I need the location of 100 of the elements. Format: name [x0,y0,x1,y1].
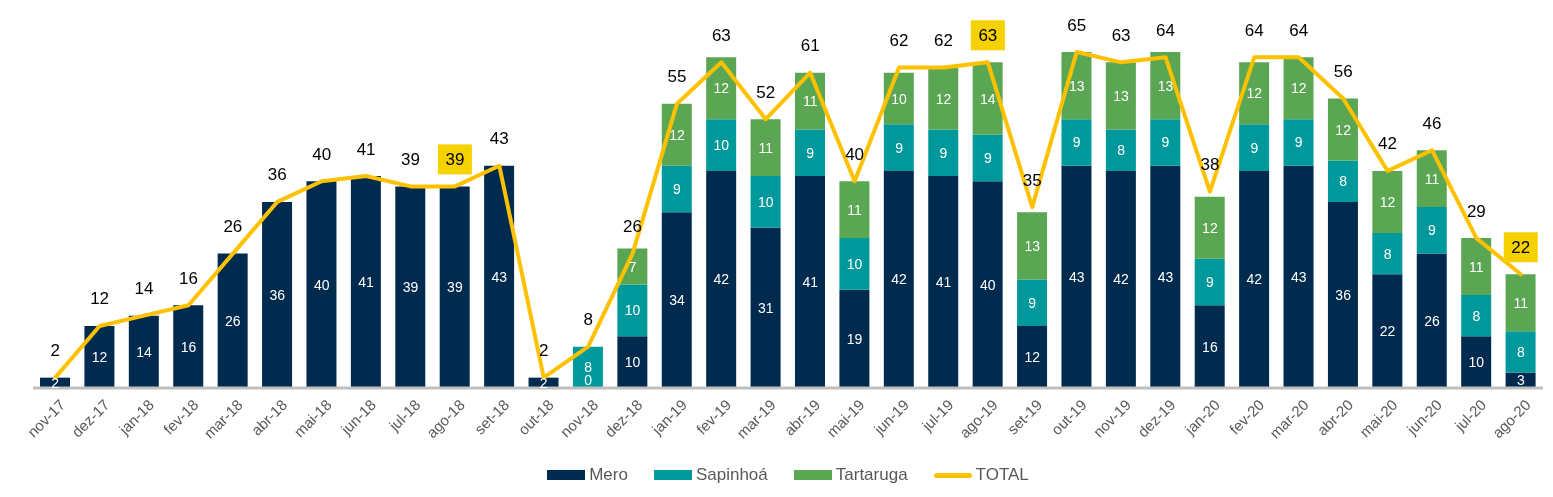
bar [306,181,337,388]
data-label: 26 [1424,312,1440,329]
data-label: 36 [267,165,287,185]
data-label: 13 [1068,77,1085,94]
data-label: 9 [806,144,815,161]
data-label: 8 [1339,173,1348,190]
data-label: 64 [1289,20,1309,40]
bar [1239,124,1270,171]
data-label: 12 [90,289,110,309]
data-label: 2 [50,341,60,361]
bar [1505,274,1536,332]
data-label: 12 [1379,193,1396,210]
bar [839,181,870,239]
bar [1283,57,1314,120]
annotation: 39 [445,149,465,169]
data-label: 42 [1246,271,1263,288]
data-label: 42 [713,271,730,288]
data-label: 12 [669,126,685,143]
data-label: 13 [1024,237,1041,254]
data-label: 39 [402,279,419,296]
data-label: 11 [1513,294,1529,311]
legend-label: Mero [589,465,628,485]
bar [128,315,159,388]
data-label: 40 [980,276,996,293]
bar [217,253,248,388]
data-label: 63 [711,25,731,45]
data-label: 16 [1202,338,1218,355]
bar [839,238,870,290]
data-label: 9 [1294,134,1303,151]
data-label: 10 [1468,354,1485,371]
data-label: 40 [312,144,332,164]
bar [1372,170,1403,233]
data-label: 41 [802,274,819,291]
bar [1239,170,1270,388]
data-label: 64 [1156,20,1175,40]
bar [883,170,914,388]
bar [706,119,737,171]
data-label: 2 [539,374,548,391]
data-label: 7 [628,258,637,275]
bar [795,129,825,177]
data-label: 63 [1111,25,1131,45]
bar [617,284,648,337]
annotation: 63 [978,25,998,45]
bar [883,124,914,171]
data-label: 11 [1424,170,1440,187]
data-label: 11 [1469,258,1484,275]
bar [1505,331,1536,373]
data-label: 9 [939,144,948,161]
bar [1194,305,1225,388]
bar [1372,274,1403,388]
data-label: 42 [1378,134,1398,154]
data-label: 22 [1379,323,1396,340]
data-label: 9 [1028,294,1037,311]
data-label: 41 [356,139,376,159]
data-label: 12 [935,90,952,107]
bar [1105,129,1136,171]
bar [395,186,426,388]
data-label: 10 [758,193,774,210]
data-label: 43 [491,268,508,285]
data-label: 14 [136,343,153,360]
bar [1061,119,1092,166]
bar [1017,212,1048,280]
data-label: 62 [889,31,909,51]
bar [661,212,692,388]
data-label: 9 [673,180,682,197]
bar [1105,170,1136,388]
data-label: 8 [1516,343,1525,360]
data-label: 16 [180,338,197,355]
legend-label: Sapinhoá [695,465,768,485]
bar [839,289,870,388]
data-label: 41 [358,274,375,291]
bar [262,201,293,388]
data-label: 39 [401,149,420,169]
data-label: 11 [802,93,818,110]
bar [795,176,825,388]
data-label: 11 [758,139,774,156]
bar [1150,165,1181,388]
data-label: 46 [1422,113,1442,133]
data-label: 13 [1157,77,1174,94]
data-label: 55 [667,67,687,87]
legend-label: Tartaruga [835,465,908,485]
data-label: 19 [846,330,863,347]
data-label: 10 [624,302,641,319]
bar [1461,294,1492,337]
data-label: 2 [539,341,549,361]
data-label: 39 [447,279,463,296]
data-label: 12 [1246,85,1263,102]
data-label: 12 [1335,121,1352,138]
data-label: 10 [846,255,863,272]
bar [928,67,959,130]
data-label: 10 [713,137,730,154]
data-label: 14 [134,279,154,299]
bar [1461,336,1492,388]
bar [750,176,781,228]
data-label: 26 [225,312,241,329]
data-label: 36 [1335,286,1352,303]
bar [1327,201,1358,388]
data-label: 56 [1333,62,1353,82]
bar [1194,258,1225,306]
bar [1017,325,1048,388]
